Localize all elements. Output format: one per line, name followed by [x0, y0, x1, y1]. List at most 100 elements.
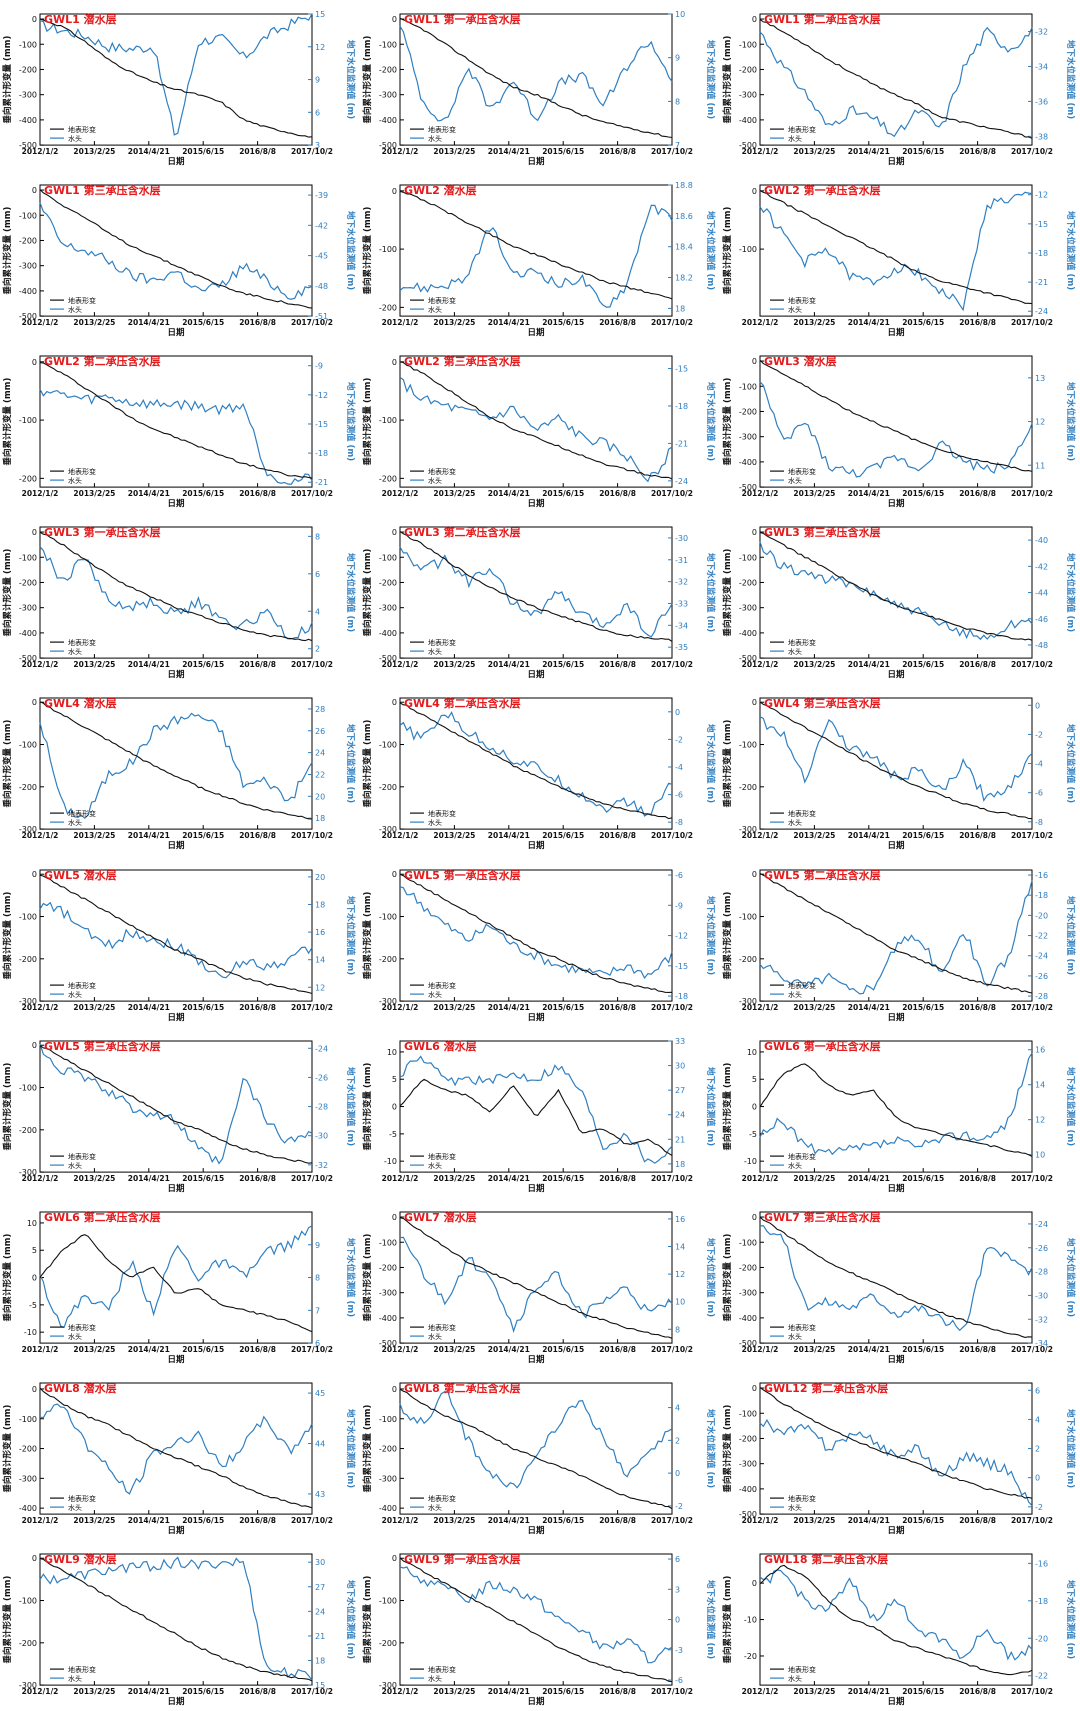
left-tick-label: -400 — [379, 1314, 397, 1323]
left-tick-label: -200 — [19, 1639, 37, 1648]
right-tick-label: 2 — [675, 1436, 680, 1445]
left-tick-label: -300 — [379, 1288, 397, 1297]
legend-deformation-label: 地表形变 — [788, 638, 816, 647]
plot-area: 0 -100 -200 -300 -400 -500 15 12 9 6 3 2012/1/2 2013… — [2, 10, 356, 167]
series-deformation — [399, 190, 673, 300]
left-tick-label: -200 — [379, 1639, 397, 1648]
series-water-level — [759, 879, 1033, 995]
right-tick-label: -2 — [1035, 1503, 1043, 1512]
x-tick-label: 2014/4/21 — [488, 1345, 530, 1354]
left-tick-label: -300 — [19, 997, 37, 1006]
x-tick-label: 2015/6/15 — [542, 1345, 584, 1354]
left-tick-label: -10 — [24, 1328, 37, 1337]
x-tick-label: 2017/10/2 — [651, 1687, 693, 1696]
right-tick-label: 12 — [315, 43, 325, 52]
chart-panel: 0 -100 -200 -300 -24 -26 -28 -30 -32 2012/1/2 2013… — [2, 1039, 356, 1194]
left-tick-label: 0 — [392, 870, 397, 879]
legend-water-label: 水头 — [68, 818, 82, 827]
left-tick-label: -500 — [739, 1339, 757, 1348]
x-tick-label: 2016/8/8 — [959, 1174, 996, 1183]
x-tick-label: 2017/10/2 — [291, 1174, 333, 1183]
plot-frame — [39, 355, 313, 488]
x-tick-label: 2013/2/25 — [73, 1003, 115, 1012]
legend-deformation-label: 地表形变 — [788, 981, 816, 990]
legend-water-label: 水头 — [68, 134, 82, 143]
x-tick-label: 2012/1/2 — [382, 831, 419, 840]
plot-area: 0 -100 -12 -15 -18 -21 -24 2012/1/2 2013/2/25 201… — [722, 183, 1076, 338]
left-tick-label: -200 — [19, 579, 37, 588]
series-deformation — [759, 1063, 1033, 1157]
y-axis-right-label: 地下水位监测值 (m) — [705, 40, 716, 119]
x-tick-label: 2014/4/21 — [488, 1687, 530, 1696]
x-tick-label: 2015/6/15 — [182, 318, 224, 327]
x-tick-label: 2014/4/21 — [128, 1516, 170, 1525]
y-axis-right-label: 地下水位监测值 (m) — [705, 1409, 716, 1488]
chart-title: GWL9 潜水层 — [44, 1552, 117, 1566]
right-tick-label: 10 — [1035, 1150, 1045, 1159]
x-tick-label: 2015/6/15 — [542, 1687, 584, 1696]
x-axis-label: 日期 — [167, 1696, 185, 1707]
right-tick-label: 2 — [315, 645, 320, 654]
x-tick-label: 2013/2/25 — [433, 1516, 475, 1525]
chart-panel: 0 -100 -12 -15 -18 -21 -24 2012/1/2 2013/2/25 201… — [722, 183, 1076, 338]
left-tick-label: -100 — [739, 1409, 757, 1418]
x-tick-label: 2012/1/2 — [742, 1687, 779, 1696]
right-tick-label: 0 — [1035, 702, 1040, 711]
x-tick-label: 2016/8/8 — [959, 1516, 996, 1525]
y-axis-right-label: 地下水位监测值 (m) — [1065, 211, 1076, 290]
chart-panel: 0 -100 -200 -9 -12 -15 -18 -21 2012/1/2 2013/2/25… — [2, 354, 356, 509]
y-axis-right-label: 地下水位监测值 (m) — [345, 1238, 356, 1317]
x-tick-label: 2016/8/8 — [239, 660, 276, 669]
series-water-level — [39, 901, 313, 978]
right-tick-label: -6 — [675, 1676, 683, 1685]
legend-deformation-label: 地表形变 — [68, 467, 96, 476]
series-water-level — [399, 377, 673, 483]
left-tick-label: -300 — [379, 604, 397, 613]
left-tick-label: -200 — [739, 1434, 757, 1443]
left-tick-label: 0 — [32, 186, 37, 195]
left-tick-label: 0 — [392, 1554, 397, 1563]
right-tick-label: -9 — [675, 901, 683, 910]
left-tick-label: -200 — [739, 579, 757, 588]
x-tick-label: 2013/2/25 — [433, 318, 475, 327]
plot-area: 0 -100 -200 -300 -6 -9 -12 -15 -18 2012/1/2 2013/2… — [362, 868, 716, 1023]
right-tick-label: -15 — [675, 961, 688, 970]
chart-panel: 0 -100 -200 -300 0 -2 -4 -6 -8 2012/1/2 2013/2/25 2… — [722, 696, 1076, 851]
series-deformation — [39, 18, 313, 138]
legend-water-label: 水头 — [68, 1161, 82, 1170]
left-tick-label: -300 — [379, 825, 397, 834]
left-tick-label: -300 — [19, 825, 37, 834]
left-tick-label: -200 — [19, 954, 37, 963]
y-axis-left-label: 垂向累计形变量 (mm) — [2, 891, 13, 979]
x-tick-label: 2016/8/8 — [599, 1345, 636, 1354]
chart-panel: 0 -100 -200 -300 6 3 0 -3 -6 2012/1/2 2013/2/25 201… — [362, 1552, 716, 1707]
series-deformation — [759, 532, 1033, 642]
x-tick-label: 2014/4/21 — [488, 147, 530, 156]
x-tick-label: 2014/4/21 — [488, 1516, 530, 1525]
x-tick-label: 2012/1/2 — [22, 660, 59, 669]
chart-title: GWL4 第三承压含水层 — [764, 696, 881, 710]
y-axis-right-label: 地下水位监测值 (m) — [345, 1409, 356, 1488]
right-tick-label: 0 — [675, 1469, 680, 1478]
y-axis-right-label: 地下水位监测值 (m) — [345, 382, 356, 461]
left-tick-label: 0 — [752, 1384, 757, 1393]
x-tick-label: 2015/6/15 — [182, 1345, 224, 1354]
legend-water-label: 水头 — [428, 1503, 442, 1512]
chart-panel: 0 -100 -200 -300 20 18 16 14 12 2012/1/2 2013/2/25… — [2, 868, 356, 1023]
legend-deformation-label: 地表形变 — [788, 1152, 816, 1161]
left-tick-label: -300 — [739, 433, 757, 442]
right-tick-label: 4 — [675, 1403, 680, 1412]
series-water-level — [399, 204, 673, 308]
x-tick-label: 2015/6/15 — [542, 660, 584, 669]
chart-title: GWL3 第三承压含水层 — [764, 525, 881, 539]
x-tick-label: 2017/10/2 — [1011, 1516, 1053, 1525]
right-tick-label: 24 — [315, 749, 325, 758]
right-tick-label: -42 — [315, 221, 328, 230]
plot-frame — [39, 526, 313, 659]
x-tick-label: 2015/6/15 — [542, 831, 584, 840]
chart-title: GWL4 第二承压含水层 — [404, 696, 521, 710]
